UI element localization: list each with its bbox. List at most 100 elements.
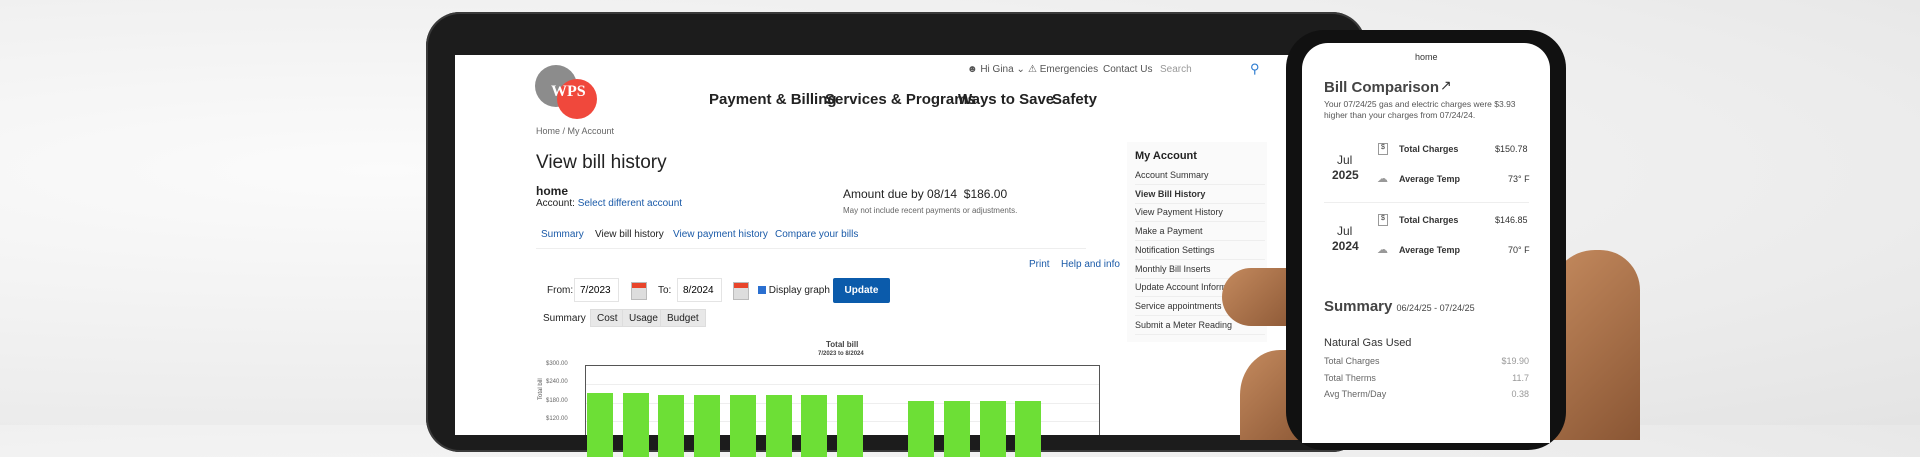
weather-icon: ☁ bbox=[1377, 173, 1388, 185]
print-link[interactable]: Print bbox=[1029, 259, 1050, 270]
calendar-icon[interactable] bbox=[733, 282, 749, 300]
update-button[interactable]: Update bbox=[833, 278, 890, 303]
graph-tab-cost[interactable]: Cost bbox=[590, 309, 625, 327]
sidebar-item[interactable]: Service appointments bbox=[1135, 301, 1265, 316]
select-account-link[interactable]: Select different account bbox=[577, 198, 683, 209]
comparison-text: Your 07/24/25 gas and electric charges w… bbox=[1324, 99, 1516, 109]
y-axis-label: Total bill bbox=[538, 378, 544, 400]
bar bbox=[944, 401, 970, 457]
y-tick-label: $240.00 bbox=[546, 379, 568, 386]
divider bbox=[536, 248, 1086, 249]
tab-view-payment-history[interactable]: View payment history bbox=[673, 229, 768, 240]
sidebar-item[interactable]: View Payment History bbox=[1135, 207, 1265, 223]
sidebar-item[interactable]: Make a Payment bbox=[1135, 226, 1265, 242]
period-month: Jul bbox=[1337, 153, 1353, 167]
divider bbox=[1324, 202, 1529, 203]
sidebar-item[interactable]: View Bill History bbox=[1135, 189, 1265, 204]
bar bbox=[694, 394, 721, 457]
contact-us-link[interactable]: Contact Us bbox=[1103, 64, 1153, 75]
graph-tab-budget[interactable]: Budget bbox=[660, 309, 706, 327]
bar bbox=[908, 401, 935, 457]
trend-up-icon: ↗ bbox=[1440, 77, 1452, 93]
account-name: home bbox=[536, 184, 569, 198]
nav-payment-billing[interactable]: Payment & Billing bbox=[709, 91, 837, 108]
page-title: View bill history bbox=[536, 152, 667, 173]
bar bbox=[979, 401, 1006, 457]
period-year: 2025 bbox=[1332, 168, 1359, 182]
emergencies-link[interactable]: ⚠ Emergencies bbox=[1028, 64, 1099, 75]
bar bbox=[658, 394, 685, 457]
summary-range: 06/24/25 - 07/24/25 bbox=[1396, 303, 1475, 313]
period-year: 2024 bbox=[1332, 239, 1359, 253]
graph-tab-usage[interactable]: Usage bbox=[622, 309, 665, 327]
temp-value: 70° F bbox=[1508, 245, 1530, 255]
checkbox-icon[interactable] bbox=[758, 286, 766, 294]
breadcrumb: Home / My Account bbox=[536, 126, 615, 136]
weather-icon: ☁ bbox=[1377, 244, 1388, 256]
nav-safety[interactable]: Safety bbox=[1052, 91, 1098, 108]
sidebar-item[interactable]: Account Summary bbox=[1135, 170, 1265, 185]
chart-subtitle: 7/2023 to 8/2024 bbox=[818, 351, 864, 357]
amount-note: May not include recent payments or adjus… bbox=[843, 206, 1018, 215]
charges-value: $146.85 bbox=[1495, 215, 1528, 225]
to-input[interactable]: 8/2024 bbox=[677, 278, 722, 302]
bill-icon: $ bbox=[1378, 143, 1388, 155]
from-input[interactable]: 7/2023 bbox=[574, 278, 619, 302]
gas-row-label: Total Charges bbox=[1324, 356, 1380, 366]
graph-tab-summary[interactable]: Summary bbox=[536, 309, 593, 327]
bar bbox=[1015, 401, 1042, 457]
period-month: Jul bbox=[1337, 224, 1353, 238]
to-label: To: bbox=[658, 285, 672, 296]
display-graph-checkbox[interactable]: Display graph bbox=[758, 285, 830, 296]
from-label: From: bbox=[547, 285, 574, 296]
bill-icon: $ bbox=[1378, 214, 1388, 226]
sidebar-item[interactable]: Update Account Information bbox=[1135, 282, 1265, 298]
summary-label: Summary bbox=[1324, 298, 1393, 315]
bar bbox=[729, 394, 756, 457]
sidebar-item[interactable]: Monthly Bill Inserts bbox=[1135, 264, 1265, 279]
amount-due-value: $186.00 bbox=[963, 187, 1008, 201]
nav-services-programs[interactable]: Services & Programs bbox=[825, 91, 976, 108]
charges-label: Total Charges bbox=[1399, 144, 1459, 154]
tab-compare-bills[interactable]: Compare your bills bbox=[775, 229, 859, 240]
phone-screen bbox=[1302, 43, 1550, 443]
bar bbox=[765, 394, 792, 457]
gas-row-label: Total Therms bbox=[1324, 372, 1376, 383]
tab-summary[interactable]: Summary bbox=[541, 229, 584, 240]
search-icon[interactable]: ⚲ bbox=[1250, 61, 1260, 76]
temp-label: Average Temp bbox=[1399, 245, 1461, 255]
sidebar-heading: My Account bbox=[1135, 150, 1197, 162]
calendar-icon[interactable] bbox=[631, 282, 647, 300]
user-menu[interactable]: ☻ Hi Gina ⌄ bbox=[967, 64, 1025, 75]
bar bbox=[801, 394, 828, 457]
temp-label: Average Temp bbox=[1399, 174, 1461, 184]
gas-row-label: Avg Therm/Day bbox=[1324, 389, 1387, 399]
amount-due: Amount due by 08/14 $186.00 bbox=[843, 187, 1007, 201]
tab-view-bill-history[interactable]: View bill history bbox=[595, 229, 664, 240]
chart-title: Total bill bbox=[826, 340, 859, 349]
wps-logo[interactable]: WPS bbox=[535, 65, 605, 120]
charges-value: $150.78 bbox=[1495, 144, 1528, 154]
nav-ways-to-save[interactable]: Ways to Save bbox=[958, 91, 1055, 108]
gas-row-value: 11.7 bbox=[1512, 372, 1529, 383]
summary-title: Summary 06/24/25 - 07/24/25 bbox=[1324, 298, 1475, 315]
temp-value: 73° F bbox=[1508, 174, 1530, 184]
gas-row-value: 0.38 bbox=[1511, 389, 1529, 399]
gas-row-value: $19.90 bbox=[1501, 356, 1529, 366]
search-input[interactable]: Search bbox=[1160, 64, 1192, 75]
display-graph-label: Display graph bbox=[768, 285, 830, 296]
charges-label: Total Charges bbox=[1399, 215, 1459, 225]
bill-comparison-title: Bill Comparison bbox=[1324, 79, 1440, 96]
amount-due-label: Amount due by 08/14 bbox=[843, 187, 958, 201]
sidebar-item[interactable]: Submit a Meter Reading bbox=[1135, 320, 1265, 335]
phone-header: home bbox=[1415, 52, 1438, 62]
comparison-text: higher than your charges from 07/24/24. bbox=[1324, 110, 1476, 120]
sidebar-item[interactable]: Notification Settings bbox=[1135, 245, 1265, 260]
account-label: Account: bbox=[536, 198, 575, 209]
greeting: Hi Gina bbox=[980, 64, 1014, 75]
account-row: Account: Select different account bbox=[536, 198, 682, 209]
bar bbox=[836, 394, 863, 457]
help-link[interactable]: Help and info bbox=[1061, 259, 1120, 270]
y-tick-label: $180.00 bbox=[546, 397, 568, 404]
gridline bbox=[586, 384, 1099, 386]
